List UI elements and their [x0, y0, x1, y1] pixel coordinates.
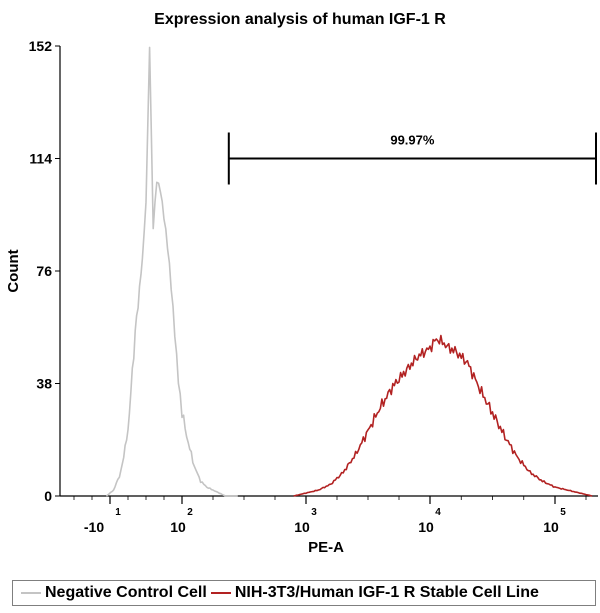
x-tick-exponent-0: 1 [115, 507, 121, 518]
legend-swatch-stable-cell-line [210, 592, 231, 594]
histogram-stable-cell-line [293, 334, 593, 497]
legend-label-negative-control: Negative Control Cell [45, 584, 207, 601]
y-tick-label-76: 76 [36, 263, 52, 279]
legend-swatch-negative-control [21, 592, 41, 594]
x-tick-base-3: 10 [418, 519, 434, 535]
legend-entry-stable-cell-line: NIH-3T3/Human IGF-1 R Stable Cell Line [210, 584, 539, 602]
histogram-chart: Expression analysis of human IGF-1 R Cou… [5, 11, 598, 556]
histogram-negative-control [105, 46, 238, 497]
x-tick-exponent-1: 2 [187, 507, 193, 518]
x-axis-label: PE-A [308, 539, 344, 556]
y-tick-label-0: 0 [44, 488, 52, 504]
x-tick-base-1: 10 [170, 519, 186, 535]
legend-label-stable-cell-line: NIH-3T3/Human IGF-1 R Stable Cell Line [234, 584, 539, 601]
x-tick-base-4: 10 [543, 519, 559, 535]
y-tick-label-114: 114 [29, 151, 52, 167]
y-tick-label-38: 38 [36, 376, 52, 392]
x-tick-exponent-3: 4 [435, 507, 441, 518]
gate-label: 99.97% [390, 133, 435, 148]
x-tick-base-0: -10 [84, 519, 104, 535]
y-tick-label-152: 152 [29, 38, 53, 54]
legend-entry-negative-control: Negative Control Cell [21, 584, 207, 602]
x-tick-exponent-2: 3 [311, 507, 317, 518]
chart-title: Expression analysis of human IGF-1 R [154, 11, 446, 28]
legend: Negative Control Cell NIH-3T3/Human IGF-… [12, 580, 596, 606]
x-tick-exponent-4: 5 [560, 507, 566, 518]
x-tick-base-2: 10 [294, 519, 310, 535]
y-axis-label: Count [5, 249, 22, 292]
